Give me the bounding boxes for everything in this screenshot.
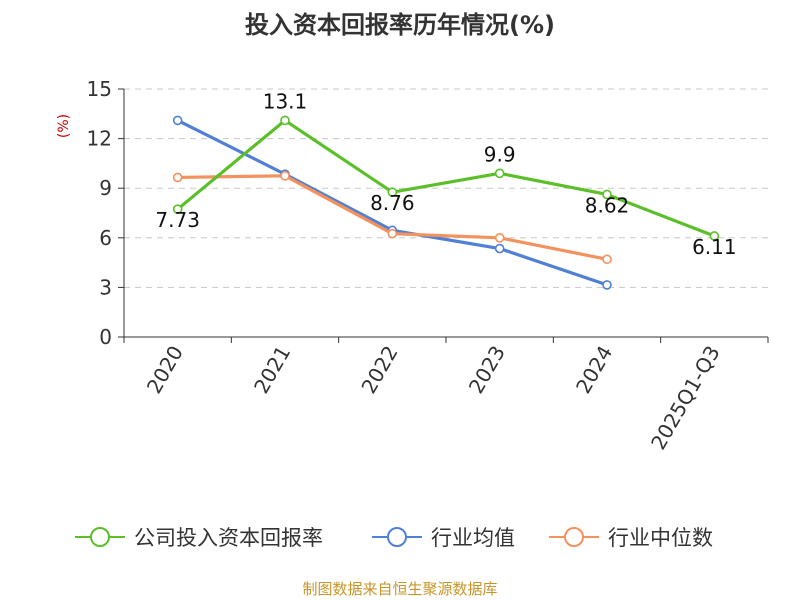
data-label: 8.76 — [370, 191, 415, 215]
x-tick-label: 2025Q1-Q3 — [646, 342, 725, 454]
series-group — [172, 115, 720, 290]
data-point — [280, 115, 290, 126]
y-tick-label: 15 — [87, 77, 112, 101]
x-tick-label: 2021 — [249, 342, 295, 398]
data-point — [602, 189, 612, 200]
legend-marker — [564, 527, 584, 547]
x-tick-label: 2024 — [571, 342, 617, 398]
data-labels: 7.73 13.1 8.76 9.9 8.62 6.11 — [155, 89, 736, 259]
y-tick-label: 6 — [99, 226, 112, 250]
x-tick-labels: 2020 2021 2022 2023 2024 2025Q1-Q3 — [142, 341, 725, 453]
y-tick-label: 9 — [99, 176, 112, 200]
source-note: 制图数据来自恒生聚源数据库 — [302, 580, 497, 598]
legend-label: 公司投入资本回报率 — [134, 526, 323, 550]
legend-item-0: 公司投入资本回报率 — [75, 526, 323, 550]
data-point — [709, 231, 720, 241]
legend-marker — [90, 527, 110, 547]
y-tick-label: 3 — [99, 275, 112, 299]
series-0 — [172, 115, 720, 241]
grid-lines — [124, 88, 768, 288]
data-point — [172, 115, 183, 126]
data-point — [602, 280, 612, 290]
data-point — [494, 233, 505, 243]
data-label: 7.73 — [155, 208, 200, 232]
axes — [118, 88, 769, 343]
y-axis-label: (%) — [56, 114, 72, 138]
legend-label: 行业均值 — [431, 526, 515, 550]
legend-item-2: 行业中位数 — [549, 526, 713, 550]
y-tick-label: 12 — [87, 127, 112, 151]
series-2 — [172, 171, 612, 265]
chart-title: 投入资本回报率历年情况(%) — [245, 11, 555, 39]
y-tick-labels: 0 3 6 9 12 15 — [87, 77, 112, 349]
data-point — [280, 171, 290, 181]
data-point — [387, 187, 398, 197]
series-line — [176, 118, 716, 238]
legend: 公司投入资本回报率 行业均值 行业中位数 — [75, 526, 713, 550]
data-label: 8.62 — [585, 193, 630, 217]
x-tick-label: 2020 — [142, 342, 188, 398]
data-point — [172, 204, 183, 214]
data-label: 13.1 — [263, 89, 308, 113]
x-tick-label: 2023 — [464, 341, 510, 397]
x-tick-label: 2022 — [356, 342, 402, 398]
data-point — [387, 228, 398, 239]
legend-label: 行业中位数 — [608, 526, 713, 550]
legend-marker — [387, 527, 407, 547]
data-point — [172, 172, 183, 183]
y-tick-label: 0 — [99, 325, 112, 349]
data-point — [494, 168, 505, 179]
legend-item-1: 行业均值 — [372, 526, 515, 550]
data-point — [602, 254, 612, 265]
data-point — [494, 243, 505, 254]
data-label: 6.11 — [692, 235, 737, 259]
data-label: 9.9 — [484, 142, 516, 166]
